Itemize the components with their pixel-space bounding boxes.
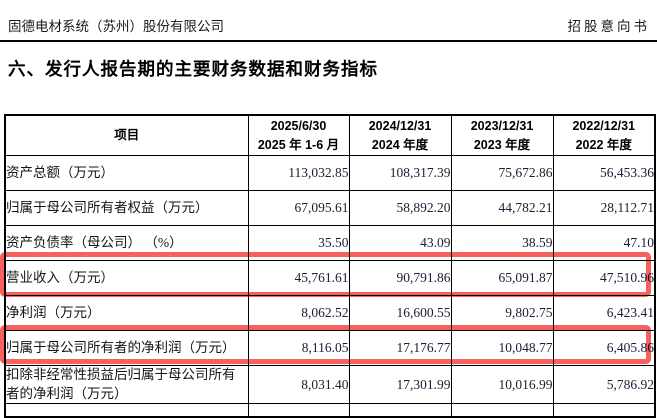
row-label: 资产负债率（母公司） （%） [4, 225, 249, 261]
table-row-highlighted: 营业收入（万元） 45,761.61 90,791.86 65,091.87 4… [4, 260, 656, 296]
table-header-period-2023: 2023/12/31 2023 年度 [450, 114, 554, 156]
cell-value: 8,062.52 [247, 295, 350, 331]
row-label: 归属于母公司所有者的净利润（万元） [4, 330, 249, 366]
table-row: 资产总额（万元） 113,032.85 108,317.39 75,672.86… [4, 155, 656, 191]
cell-value: 6,423.41 [552, 295, 656, 331]
table-header-period-2024: 2024/12/31 2024 年度 [348, 114, 452, 156]
cell-value: 8,116.05 [247, 330, 350, 366]
cell-value: 17,301.99 [348, 365, 452, 404]
cell-value: 43.09 [348, 225, 452, 261]
cell-value: 28,112.71 [552, 190, 656, 226]
table-row: 资产负债率（母公司） （%） 35.50 43.09 38.59 47.10 [4, 225, 656, 261]
cell-value: 35.50 [247, 225, 350, 261]
cell-value: 10,016.99 [450, 365, 554, 404]
row-label: 扣除非经常性损益后归属于母公司所有者的净利润（万元） [4, 365, 249, 404]
table-header-period-2025: 2025/6/30 2025 年 1-6 月 [247, 114, 350, 156]
row-label: 归属于母公司所有者权益（万元） [4, 190, 249, 226]
page-header: 固德电材系统（苏州）股份有限公司 招股意向书 [8, 15, 650, 35]
row-label: 资产总额（万元） [4, 155, 249, 191]
doc-type-label: 招股意向书 [567, 19, 650, 34]
table-row: 扣除非经常性损益后归属于母公司所有者的净利润（万元） 8,031.40 17,3… [4, 365, 656, 404]
table-row: 归属于母公司所有者权益（万元） 67,095.61 58,892.20 44,7… [4, 190, 656, 226]
row-label: 净利润（万元） [4, 295, 249, 331]
cell-value: 56,453.36 [552, 155, 656, 191]
cell-value: 10,048.77 [450, 330, 554, 366]
table-header-period-2022: 2022/12/31 2022 年度 [552, 114, 656, 156]
cell-value: 44,782.21 [450, 190, 554, 226]
cell-value: 75,672.86 [450, 155, 554, 191]
cell-value: 113,032.85 [247, 155, 350, 191]
cell-value: 47.10 [552, 225, 656, 261]
cell-value: 5,786.92 [552, 365, 656, 404]
row-label: 营业收入（万元） [4, 260, 249, 296]
cell-value: 108,317.39 [348, 155, 452, 191]
cell-value: 47,510.96 [552, 260, 656, 296]
cell-value: 17,176.77 [348, 330, 452, 366]
cell-value: 58,892.20 [348, 190, 452, 226]
section-title: 六、发行人报告期的主要财务数据和财务指标 [8, 59, 378, 79]
financial-table: 项目 2025/6/30 2025 年 1-6 月 2024/12/31 202… [4, 114, 656, 418]
table-row: 净利润（万元） 8,062.52 16,600.55 9,802.75 6,42… [4, 295, 656, 331]
table-header-row: 项目 2025/6/30 2025 年 1-6 月 2024/12/31 202… [4, 114, 656, 156]
cell-value: 38.59 [450, 225, 554, 261]
cell-value: 6,405.86 [552, 330, 656, 366]
cell-value: 9,802.75 [450, 295, 554, 331]
cell-value: 45,761.61 [247, 260, 350, 296]
table-row-clipped [4, 403, 656, 417]
table-header-project: 项目 [4, 114, 249, 156]
company-name: 固德电材系统（苏州）股份有限公司 [8, 19, 224, 34]
table-row-highlighted: 归属于母公司所有者的净利润（万元） 8,116.05 17,176.77 10,… [4, 330, 656, 366]
cell-value: 67,095.61 [247, 190, 350, 226]
cell-value: 65,091.87 [450, 260, 554, 296]
header-rule [0, 40, 657, 42]
cell-value: 8,031.40 [247, 365, 350, 404]
cell-value: 16,600.55 [348, 295, 452, 331]
cell-value: 90,791.86 [348, 260, 452, 296]
